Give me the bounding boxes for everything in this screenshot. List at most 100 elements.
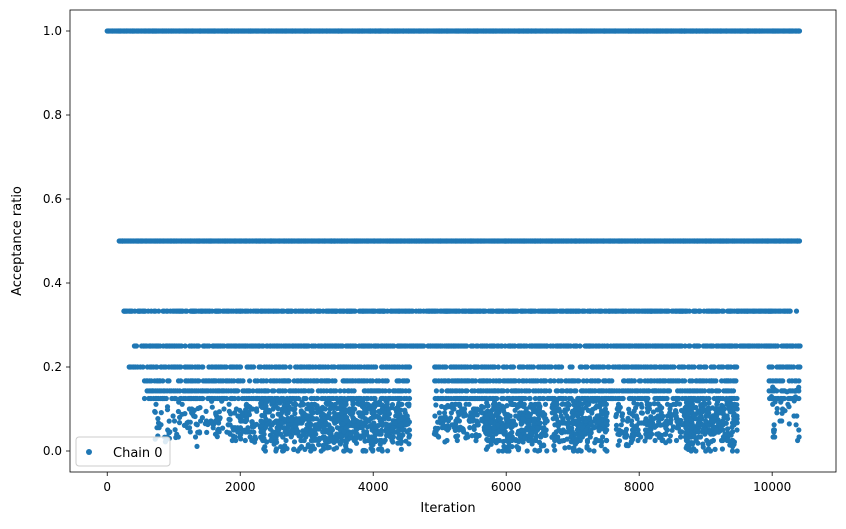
data-point: [711, 364, 717, 370]
data-point: [734, 364, 740, 370]
data-point: [198, 418, 204, 424]
data-point: [152, 408, 158, 415]
data-point: [210, 425, 216, 431]
data-point: [403, 438, 409, 444]
data-point: [703, 364, 709, 370]
data-point: [177, 414, 183, 420]
data-point: [666, 388, 673, 394]
data-point: [386, 410, 392, 416]
data-point: [404, 378, 411, 384]
data-point: [160, 378, 166, 384]
data-point: [569, 364, 575, 370]
data-point: [182, 411, 188, 417]
data-point: [379, 448, 385, 454]
data-point: [282, 407, 288, 413]
data-point: [436, 410, 442, 416]
data-point: [200, 395, 206, 402]
data-point: [219, 398, 225, 404]
data-point: [530, 364, 537, 370]
data-point: [406, 388, 412, 394]
data-point: [192, 413, 198, 420]
data-point: [558, 378, 564, 384]
data-point: [213, 410, 219, 416]
data-point: [376, 408, 382, 414]
data-point: [269, 422, 275, 428]
data-point: [370, 448, 376, 454]
data-point: [455, 433, 461, 439]
data-point: [734, 395, 740, 402]
data-point: [285, 401, 291, 407]
data-point: [251, 429, 257, 435]
data-point: [200, 364, 206, 370]
data-point: [172, 427, 178, 433]
data-point: [192, 434, 199, 440]
data-point: [297, 402, 303, 408]
data-point: [239, 410, 245, 416]
data-point: [187, 429, 193, 435]
data-point: [716, 388, 722, 394]
data-point: [407, 364, 413, 370]
data-point: [495, 364, 501, 370]
data-point: [263, 403, 269, 409]
data-point: [254, 408, 260, 414]
data-point: [285, 425, 291, 431]
data-point: [367, 423, 373, 429]
data-point: [243, 418, 249, 425]
data-point: [439, 388, 445, 394]
data-point: [364, 401, 370, 407]
data-points: [104, 28, 803, 454]
data-point: [392, 420, 398, 426]
data-point: [378, 420, 385, 426]
data-point: [329, 436, 335, 442]
data-point: [240, 428, 246, 434]
data-point: [559, 364, 565, 370]
data-point: [371, 405, 377, 411]
data-point: [691, 364, 697, 370]
data-point: [250, 424, 256, 430]
data-point: [247, 434, 253, 440]
data-point: [318, 448, 324, 454]
data-point: [295, 448, 301, 454]
data-point: [238, 436, 244, 442]
data-point: [341, 429, 347, 435]
data-point: [182, 343, 188, 349]
data-point: [348, 411, 354, 417]
data-point: [342, 400, 348, 406]
data-point: [706, 395, 712, 402]
data-point: [309, 388, 315, 394]
data-point: [631, 378, 638, 384]
data-point: [242, 437, 248, 444]
data-point: [433, 388, 439, 394]
data-point: [196, 378, 202, 384]
data-point: [319, 406, 325, 412]
data-point: [209, 404, 215, 410]
data-point: [304, 406, 310, 412]
data-point: [226, 401, 232, 407]
data-point: [282, 364, 289, 370]
data-point: [351, 388, 357, 394]
data-point: [226, 408, 232, 414]
data-point: [360, 448, 366, 454]
data-point: [385, 416, 391, 422]
data-point: [287, 364, 293, 370]
data-point: [384, 378, 390, 384]
data-point: [398, 440, 404, 446]
data-point: [385, 422, 391, 428]
data-point: [547, 388, 553, 394]
data-point: [796, 378, 802, 384]
data-point: [361, 429, 367, 435]
data-point: [153, 401, 159, 407]
data-point: [347, 448, 353, 454]
data-point: [178, 378, 184, 384]
data-point: [303, 412, 309, 418]
data-point: [310, 416, 316, 422]
data-point: [302, 446, 308, 452]
data-point: [389, 402, 396, 408]
data-point: [133, 343, 140, 349]
data-point: [445, 418, 451, 424]
data-point: [235, 388, 241, 394]
data-point: [455, 401, 462, 407]
data-point: [371, 429, 377, 435]
data-point: [385, 448, 391, 454]
data-point: [286, 378, 292, 384]
